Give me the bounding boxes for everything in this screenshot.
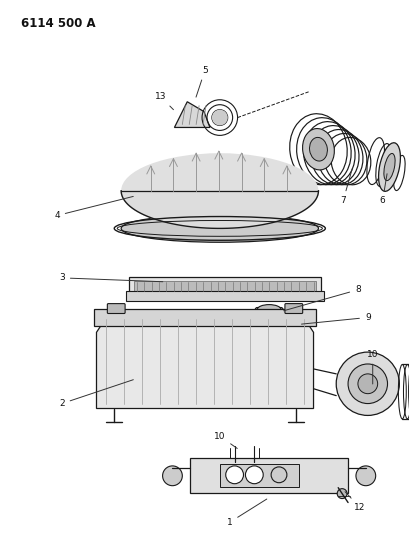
Circle shape (246, 466, 263, 484)
Circle shape (336, 352, 399, 415)
FancyBboxPatch shape (134, 281, 316, 290)
Ellipse shape (309, 138, 328, 161)
FancyBboxPatch shape (285, 304, 303, 313)
Circle shape (356, 466, 376, 486)
Polygon shape (121, 191, 318, 228)
FancyBboxPatch shape (129, 277, 321, 293)
Text: 13: 13 (155, 92, 173, 110)
Circle shape (348, 364, 388, 403)
Circle shape (271, 467, 287, 483)
FancyBboxPatch shape (255, 308, 283, 329)
Circle shape (358, 374, 378, 394)
Text: 5: 5 (196, 66, 208, 97)
FancyBboxPatch shape (94, 309, 316, 326)
Text: 11: 11 (0, 532, 1, 533)
Ellipse shape (121, 153, 318, 229)
Ellipse shape (258, 304, 281, 314)
Circle shape (337, 489, 347, 498)
Text: 7: 7 (340, 169, 352, 205)
FancyBboxPatch shape (190, 458, 348, 492)
Ellipse shape (384, 154, 395, 181)
Text: 4: 4 (54, 197, 133, 220)
Ellipse shape (379, 143, 400, 191)
Text: 1: 1 (227, 499, 267, 527)
Text: 8: 8 (283, 285, 361, 311)
FancyBboxPatch shape (220, 464, 299, 487)
Circle shape (226, 466, 243, 484)
FancyBboxPatch shape (108, 304, 125, 313)
Text: 3: 3 (59, 273, 163, 282)
Text: 10: 10 (367, 350, 379, 384)
Text: 6: 6 (380, 174, 387, 205)
Text: 2: 2 (59, 379, 133, 408)
Polygon shape (96, 314, 314, 408)
Text: 6114 500 A: 6114 500 A (21, 17, 95, 30)
Polygon shape (174, 102, 210, 127)
Circle shape (163, 466, 183, 486)
Text: 9: 9 (302, 313, 371, 324)
Circle shape (212, 110, 228, 125)
Ellipse shape (121, 215, 318, 243)
Text: 10: 10 (214, 432, 237, 448)
Ellipse shape (302, 128, 335, 170)
FancyBboxPatch shape (126, 290, 324, 301)
Text: 12: 12 (345, 491, 365, 512)
